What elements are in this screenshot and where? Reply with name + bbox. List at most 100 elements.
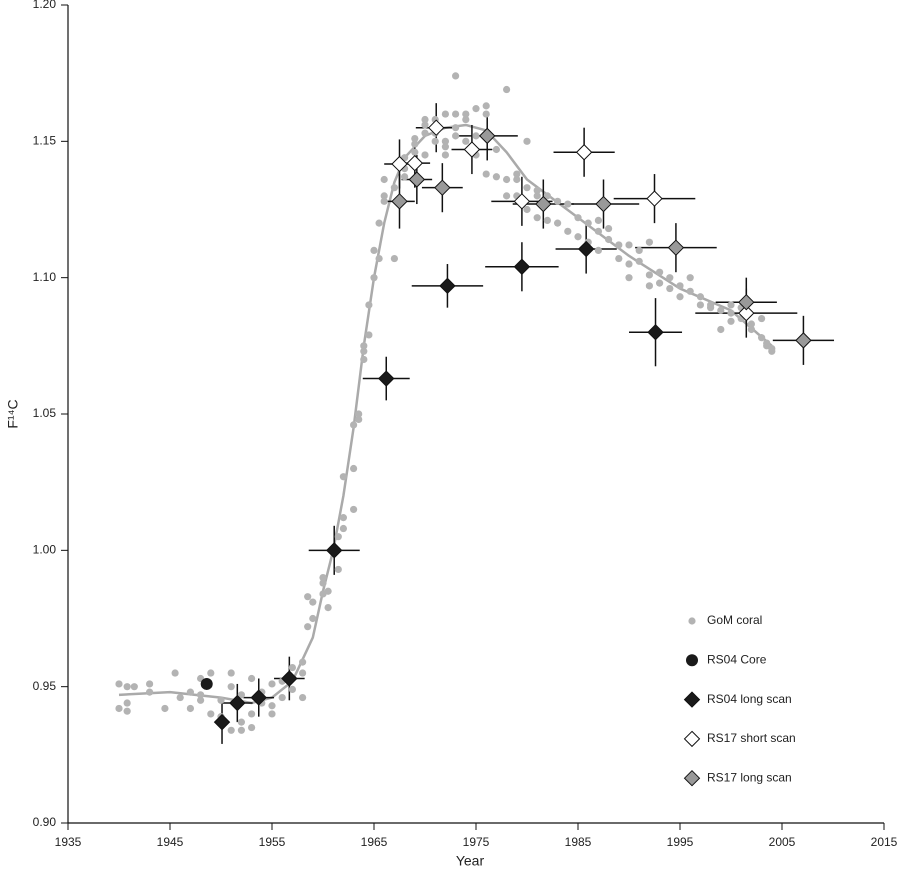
coral-point (727, 309, 735, 317)
coral-point (676, 282, 684, 290)
coral-point (324, 603, 332, 612)
coral-point (717, 306, 725, 314)
coral-point (747, 320, 756, 328)
coral-point (334, 533, 342, 541)
coral-point (768, 347, 776, 355)
coral-point (375, 254, 383, 263)
coral-point (696, 301, 705, 309)
coral-point (421, 151, 429, 159)
coral-point (370, 274, 378, 282)
coral-point (605, 235, 613, 244)
coral-point (584, 219, 592, 227)
coral-point (319, 574, 327, 582)
coral-point (656, 279, 664, 287)
x-tick-label: 1965 (361, 835, 388, 849)
diamond-point (281, 670, 298, 687)
coral-point (355, 415, 363, 424)
coral-point (452, 124, 460, 132)
coral-point (452, 110, 460, 118)
coral-point (217, 696, 225, 704)
coral-point (482, 170, 490, 178)
coral-point (390, 184, 398, 192)
x-tick-label: 2005 (769, 835, 796, 849)
coral-point (758, 334, 766, 342)
coral-point (350, 505, 358, 514)
coral-point (339, 524, 347, 533)
coral-point (513, 170, 521, 178)
y-tick-label: 1.00 (33, 543, 57, 557)
legend-label: RS04 Core (707, 652, 767, 666)
legend-label: GoM coral (707, 613, 762, 627)
coral-point (146, 688, 154, 696)
coral-point (304, 593, 312, 601)
coral-point (309, 598, 317, 606)
coral-point (365, 331, 373, 339)
coral-point (676, 293, 684, 301)
coral-point (161, 704, 169, 713)
coral-point (115, 704, 123, 713)
coral-point (625, 260, 633, 268)
legend-marker (683, 769, 701, 787)
y-tick-label: 1.10 (33, 270, 57, 284)
coral-point (309, 614, 317, 623)
coral-point (645, 238, 654, 246)
fit-curve (118, 123, 773, 705)
coral-point (452, 72, 460, 80)
coral-point (462, 110, 470, 118)
coral-point (176, 693, 184, 702)
coral-point (339, 514, 347, 522)
coral-point (171, 669, 179, 677)
x-tick-label: 2015 (871, 835, 898, 849)
coral-point (355, 410, 363, 418)
y-axis-label: F¹⁴C (5, 399, 21, 428)
legend-marker (686, 654, 698, 667)
coral-point (645, 271, 654, 279)
coral-point (207, 669, 215, 677)
coral-point (339, 473, 347, 481)
coral-point (380, 192, 388, 200)
coral-point (441, 151, 449, 159)
coral-point (197, 696, 205, 704)
core-point (200, 677, 213, 690)
legend-marker (688, 617, 696, 625)
coral-point (533, 214, 541, 222)
coral-point (421, 129, 429, 137)
y-tick-label: 1.20 (33, 0, 57, 11)
coral-point (625, 241, 633, 249)
x-tick-label: 1935 (55, 835, 82, 849)
coral-point (492, 145, 500, 154)
y-tick-label: 0.90 (33, 815, 57, 829)
diamond-point (428, 119, 445, 136)
coral-point (350, 421, 358, 429)
coral-point (747, 325, 756, 334)
coral-point (523, 184, 531, 192)
coral-point (452, 132, 460, 140)
y-tick-label: 1.05 (33, 406, 57, 420)
diamond-point (738, 304, 755, 322)
coral-point (123, 683, 131, 691)
coral-point (503, 85, 511, 94)
diamond-point (408, 171, 426, 188)
coral-point (360, 347, 368, 355)
diamond-point (738, 293, 755, 311)
coral-point (564, 200, 572, 208)
coral-point (523, 205, 531, 214)
coral-point (635, 246, 643, 254)
coral-point (441, 143, 449, 151)
coral-point (115, 680, 123, 688)
coral-point (278, 693, 286, 702)
coral-point (146, 680, 154, 688)
diamond-point (391, 155, 408, 173)
coral-point (248, 710, 256, 718)
diamond-point (513, 258, 531, 275)
x-tick-label: 1945 (157, 835, 184, 849)
coral-point (380, 197, 388, 205)
coral-point (625, 274, 633, 282)
diamond-point (575, 144, 593, 161)
coral-point (666, 274, 674, 282)
coral-point (350, 464, 358, 473)
coral-point (472, 105, 480, 113)
diamond-point (463, 141, 481, 158)
diamond-point (577, 240, 595, 258)
coral-point (554, 219, 562, 227)
